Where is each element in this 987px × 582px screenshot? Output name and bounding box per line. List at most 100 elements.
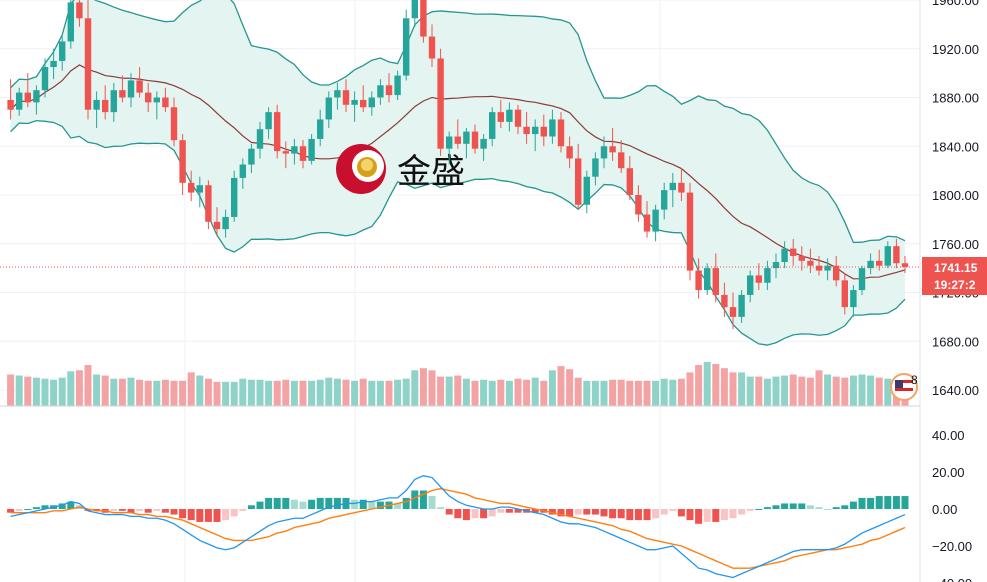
candle-body: [755, 275, 762, 283]
macd-histogram-bar: [247, 505, 255, 509]
macd-tick-label: −20.00: [932, 539, 972, 554]
candle-body: [33, 90, 40, 103]
macd-histogram-bar: [548, 509, 556, 515]
last-price-tag-bg: [922, 257, 987, 295]
volume-bar: [282, 379, 290, 406]
macd-histogram-bar: [643, 509, 651, 521]
candle-body: [506, 109, 513, 122]
candle-body: [704, 268, 711, 291]
candle-body: [308, 138, 315, 161]
macd-histogram-bar: [609, 509, 617, 519]
macd-histogram-bar: [574, 509, 582, 515]
candle-body: [463, 131, 470, 144]
volume-bar: [557, 366, 565, 406]
candle-body: [798, 255, 805, 261]
macd-histogram-bar: [41, 505, 49, 509]
volume-bar: [84, 365, 92, 406]
macd-histogram-bar: [480, 509, 488, 519]
volume-bar: [798, 376, 806, 406]
flag-badge[interactable]: 8: [890, 373, 918, 401]
volume-bar: [368, 380, 376, 406]
candle-body: [721, 294, 728, 308]
candle-body: [592, 158, 599, 177]
volume-bar: [462, 378, 470, 406]
macd-histogram-bar: [144, 509, 152, 513]
volume-bar: [179, 380, 187, 406]
candle-body: [59, 41, 66, 61]
bollinger-lower: [10, 119, 906, 346]
macd-histogram-bar: [187, 509, 195, 521]
macd-histogram-bar: [290, 499, 298, 509]
macd-histogram-bar: [686, 509, 694, 521]
macd-histogram-bar: [273, 497, 281, 509]
volume-bar: [204, 378, 212, 406]
volume-bar: [437, 376, 445, 406]
candle-body: [239, 164, 246, 178]
candle-body: [600, 146, 608, 159]
candle-body: [196, 185, 203, 193]
candle-body: [67, 2, 74, 42]
candle-body: [540, 126, 547, 137]
macd-histogram-bar: [368, 501, 376, 509]
candle-body: [334, 90, 341, 98]
volume-bar: [591, 380, 599, 406]
volume-bar: [712, 364, 720, 406]
macd-histogram-bar: [196, 509, 204, 522]
volume-bar: [523, 379, 531, 406]
macd-tick-label: 20.00: [932, 465, 965, 480]
volume-bar: [342, 379, 350, 406]
volume-bar: [256, 379, 264, 406]
macd-histogram-bar: [179, 509, 187, 519]
volume-bar: [196, 375, 204, 406]
macd-line: [10, 475, 906, 579]
volume-bar: [746, 376, 754, 406]
candle-body: [678, 182, 685, 193]
macd-histogram-bar: [841, 505, 849, 509]
candle-body: [145, 92, 152, 103]
candle-body: [170, 107, 178, 141]
volume-bar: [394, 379, 402, 406]
volume-bar: [170, 380, 178, 406]
candle-body: [102, 99, 109, 113]
candle-body: [403, 18, 410, 76]
macd-tick-label: 40.00: [932, 428, 965, 443]
volume-bar: [875, 377, 883, 406]
candle-body: [360, 99, 367, 108]
volume-bar: [93, 374, 101, 406]
candle-body: [833, 265, 840, 281]
candle-body: [342, 90, 350, 105]
last-price-tag[interactable]: 1741.15 19:27:2: [922, 257, 987, 295]
macd-histogram-bar: [153, 509, 161, 511]
volume-bar: [101, 375, 109, 406]
macd-histogram-bar: [798, 503, 806, 509]
macd-histogram-bar: [849, 501, 857, 509]
candle-body: [299, 146, 307, 161]
flag-badge-count: 8: [911, 373, 918, 387]
macd-histogram-bar: [755, 509, 763, 510]
macd-histogram-bar: [445, 509, 453, 515]
bollinger-upper: [10, 0, 906, 244]
candle-body: [162, 97, 169, 108]
candle-body: [84, 18, 92, 110]
macd-histogram-bar: [213, 509, 221, 522]
volume-bar: [24, 376, 32, 406]
macd-histogram-bar: [806, 505, 814, 509]
macd-histogram-bar: [256, 501, 264, 509]
macd-signal-line: [10, 487, 906, 569]
candle-body: [265, 112, 272, 130]
price-tick-label: 1960.00: [932, 0, 979, 8]
candle-body: [686, 192, 694, 271]
macd-histogram-bar: [875, 496, 883, 509]
macd-histogram-bar: [58, 503, 66, 509]
macd-histogram-bar: [789, 503, 797, 509]
candle-body: [222, 216, 229, 230]
candle-body: [764, 268, 771, 283]
volume-bar: [127, 377, 135, 406]
volume-bar: [531, 377, 539, 406]
candle-body: [626, 168, 633, 195]
macd-histogram-bar: [351, 499, 359, 509]
macd-histogram-bar: [67, 501, 75, 509]
candle-body: [93, 99, 100, 110]
